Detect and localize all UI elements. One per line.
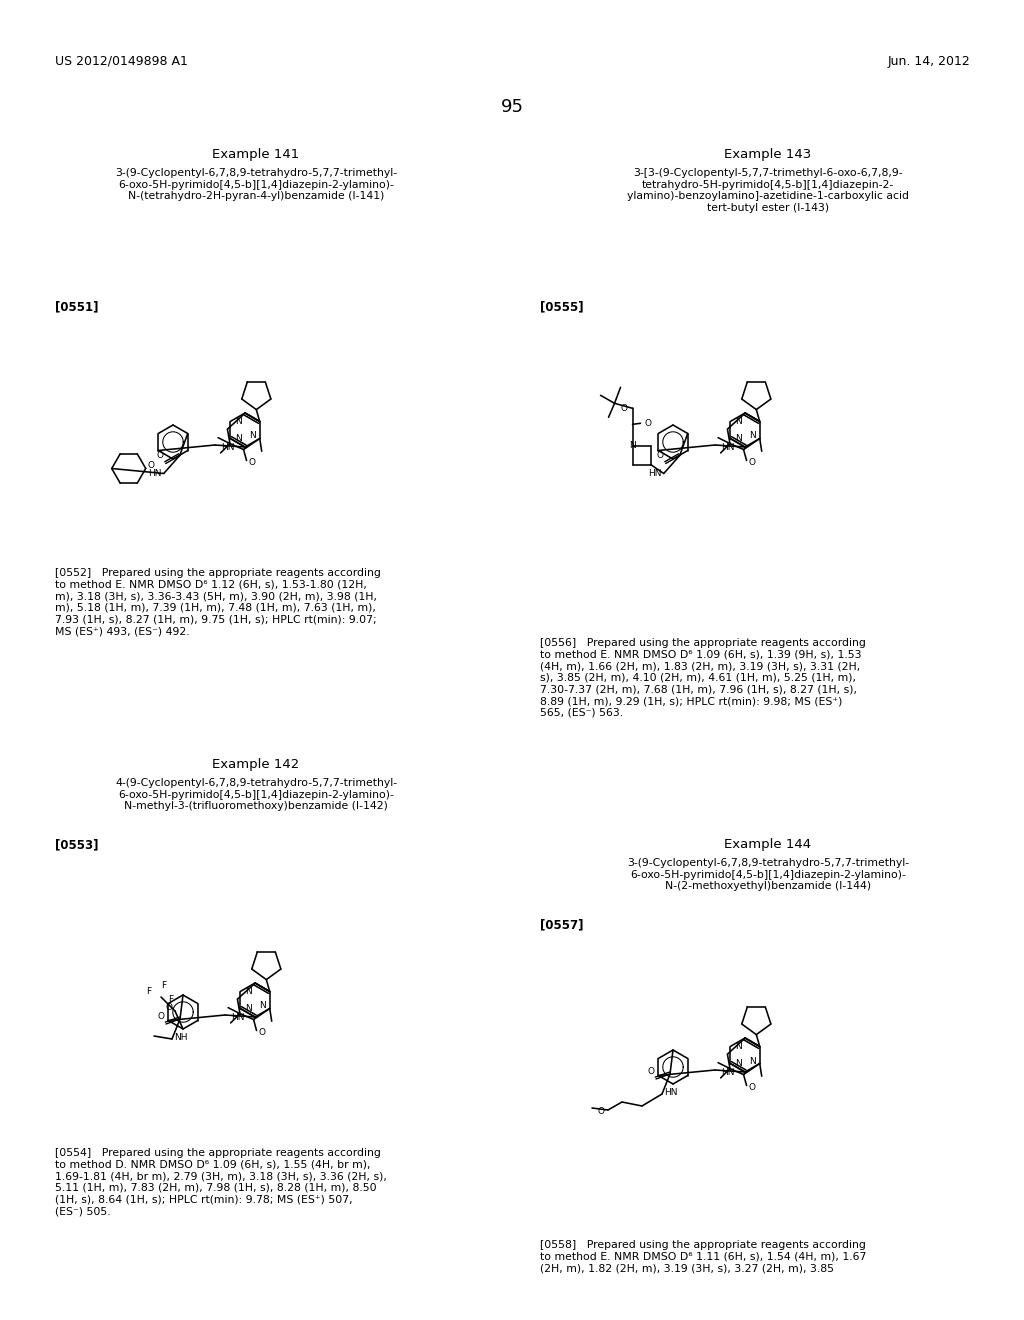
Text: [0553]: [0553] [55, 838, 98, 851]
Text: N: N [259, 1002, 265, 1011]
Text: O: O [749, 458, 756, 466]
Text: O: O [656, 451, 664, 461]
Text: HN: HN [721, 444, 735, 451]
Text: HN: HN [231, 1012, 245, 1022]
Text: 4-(9-Cyclopentyl-6,7,8,9-tetrahydro-5,7,7-trimethyl-
6-oxo-5H-pyrimido[4,5-b][1,: 4-(9-Cyclopentyl-6,7,8,9-tetrahydro-5,7,… [115, 777, 397, 812]
Text: O: O [157, 451, 163, 461]
Text: 95: 95 [501, 98, 523, 116]
Text: HN: HN [148, 469, 162, 478]
Text: N: N [735, 434, 742, 444]
Text: HN: HN [648, 469, 662, 478]
Text: [0555]: [0555] [540, 300, 584, 313]
Text: N: N [629, 441, 636, 450]
Text: O: O [165, 1003, 172, 1012]
Text: N: N [249, 432, 256, 441]
Text: [0556]   Prepared using the appropriate reagents according
to method E. NMR DMSO: [0556] Prepared using the appropriate re… [540, 638, 866, 718]
Text: O: O [621, 404, 628, 413]
Text: 3-(9-Cyclopentyl-6,7,8,9-tetrahydro-5,7,7-trimethyl-
6-oxo-5H-pyrimido[4,5-b][1,: 3-(9-Cyclopentyl-6,7,8,9-tetrahydro-5,7,… [627, 858, 909, 891]
Text: N: N [236, 434, 242, 444]
Text: Example 143: Example 143 [724, 148, 812, 161]
Text: N: N [735, 1041, 742, 1051]
Text: N: N [246, 987, 252, 997]
Text: Example 141: Example 141 [212, 148, 300, 161]
Text: Example 142: Example 142 [212, 758, 300, 771]
Text: N: N [246, 1005, 252, 1012]
Text: [0551]: [0551] [55, 300, 98, 313]
Text: Jun. 14, 2012: Jun. 14, 2012 [887, 55, 970, 69]
Text: O: O [749, 1082, 756, 1092]
Text: N: N [749, 1056, 756, 1065]
Text: N: N [749, 432, 756, 441]
Text: N: N [236, 417, 242, 426]
Text: 3-[3-(9-Cyclopentyl-5,7,7-trimethyl-6-oxo-6,7,8,9-
tetrahydro-5H-pyrimido[4,5-b]: 3-[3-(9-Cyclopentyl-5,7,7-trimethyl-6-ox… [627, 168, 909, 213]
Text: [0552]   Prepared using the appropriate reagents according
to method E. NMR DMSO: [0552] Prepared using the appropriate re… [55, 568, 381, 636]
Text: F: F [146, 987, 152, 997]
Text: F: F [162, 981, 167, 990]
Text: [0558]   Prepared using the appropriate reagents according
to method E. NMR DMSO: [0558] Prepared using the appropriate re… [540, 1239, 866, 1274]
Text: Example 144: Example 144 [724, 838, 812, 851]
Text: NH: NH [174, 1034, 187, 1041]
Text: O: O [147, 462, 155, 470]
Text: [0557]: [0557] [540, 917, 584, 931]
Text: O: O [249, 458, 256, 466]
Text: 3-(9-Cyclopentyl-6,7,8,9-tetrahydro-5,7,7-trimethyl-
6-oxo-5H-pyrimido[4,5-b][1,: 3-(9-Cyclopentyl-6,7,8,9-tetrahydro-5,7,… [115, 168, 397, 201]
Text: [0554]   Prepared using the appropriate reagents according
to method D. NMR DMSO: [0554] Prepared using the appropriate re… [55, 1148, 387, 1216]
Text: HN: HN [664, 1088, 678, 1097]
Text: O: O [259, 1027, 265, 1036]
Text: N: N [735, 417, 742, 426]
Text: O: O [647, 1067, 654, 1076]
Text: HN: HN [721, 1068, 735, 1077]
Text: US 2012/0149898 A1: US 2012/0149898 A1 [55, 55, 187, 69]
Text: O: O [158, 1012, 165, 1020]
Text: O: O [598, 1106, 605, 1115]
Text: HN: HN [221, 444, 234, 451]
Text: F: F [168, 995, 173, 1005]
Text: O: O [644, 418, 651, 428]
Text: N: N [735, 1059, 742, 1068]
